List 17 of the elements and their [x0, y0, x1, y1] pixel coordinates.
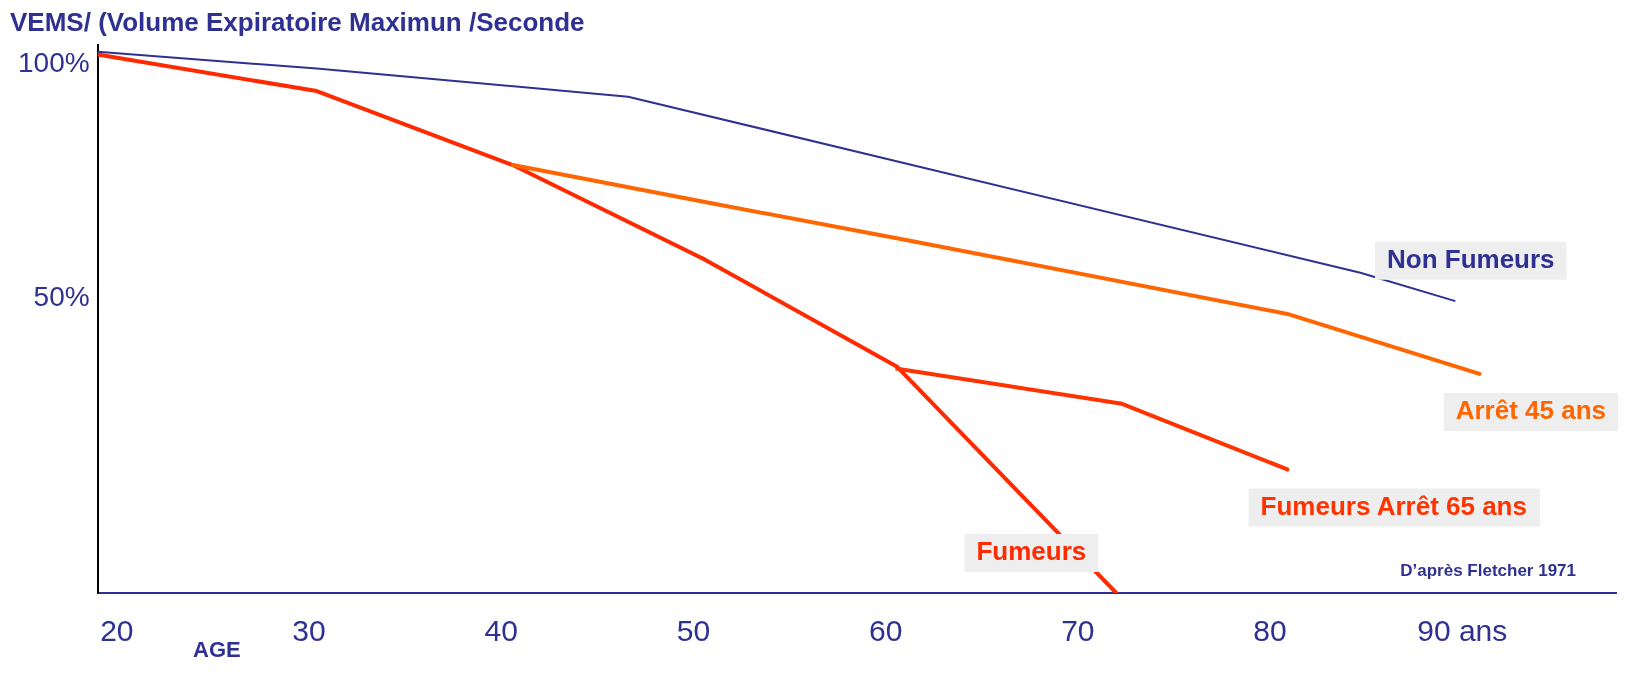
x-tick-label: 20 [100, 614, 134, 648]
y-tick-label: 50% [33, 280, 90, 312]
series-label: Fumeurs [976, 536, 1087, 567]
annotation: D’après Fletcher 1971 [1400, 560, 1576, 580]
x-tick-label: 90 ans [1417, 614, 1508, 648]
x-tick-label: 80 [1253, 614, 1287, 648]
x-tick-label: 50 [676, 614, 711, 648]
series-label: Non Fumeurs [1386, 244, 1555, 275]
x-tick-label: 30 [292, 614, 326, 648]
x-tick-label: 60 [868, 614, 903, 648]
x-axis-title: AGE [192, 637, 241, 663]
x-tick-label: 40 [484, 614, 518, 648]
x-tick-label: 70 [1061, 614, 1095, 648]
chart-title: VEMS/ (Volume Expiratoire Maximun /Seconde [10, 6, 585, 37]
series-label: Fumeurs Arrêt 65 ans [1260, 490, 1527, 521]
series-label: Arrêt 45 ans [1455, 395, 1607, 426]
y-tick-label: 100% [17, 46, 90, 78]
